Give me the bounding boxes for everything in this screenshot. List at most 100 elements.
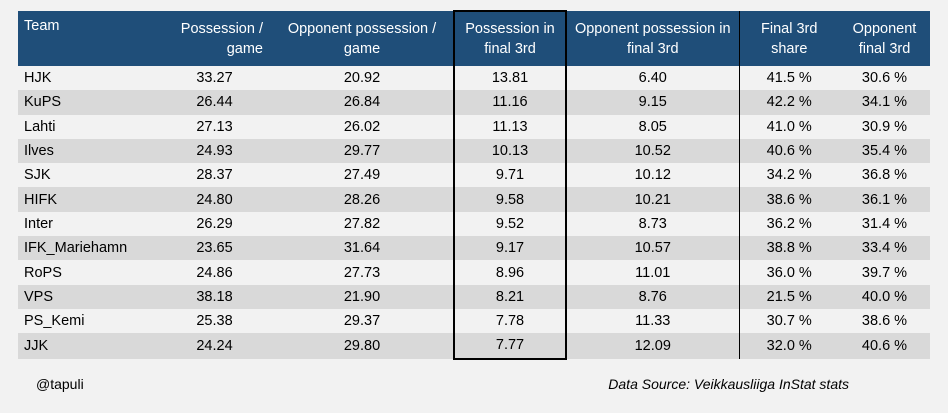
table-row: Ilves 24.93 29.77 10.13 10.52 40.6 % 35.4 % [18,138,930,164]
table-row: PS_Kemi 25.38 29.37 7.78 11.33 30.7 % 38.6 % [18,308,930,334]
poss-final3-cell: 9.71 [453,163,567,188]
poss-final3-cell: 10.13 [453,138,567,164]
opp-possession-cell: 29.80 [271,333,454,359]
header-opp-possession: Opponent possession / game [271,11,454,66]
possession-cell: 24.80 [158,187,271,212]
team-cell: PS_Kemi [18,308,158,334]
opp-poss-final3-cell: 8.05 [566,114,740,139]
opp-final3-cell: 31.4 % [839,211,930,237]
possession-cell: 38.18 [158,284,271,309]
data-source-note: Data Source: Veikkausliiga InStat stats [608,376,849,392]
opp-poss-final3-cell: 10.57 [566,236,740,261]
team-cell: HIFK [18,187,158,212]
opp-possession-cell: 27.82 [271,211,454,237]
header-poss-final3: Possession in final 3rd [453,10,567,66]
table-row: IFK_Mariehamn 23.65 31.64 9.17 10.57 38.8 % 33… [18,236,930,261]
team-cell: SJK [18,163,158,188]
opp-possession-cell: 29.37 [271,308,454,334]
opp-final3-cell: 34.1 % [839,90,930,115]
final3-share-cell: 36.0 % [739,260,839,285]
final3-share-cell: 41.5 % [739,66,839,91]
header-possession: Possession / game [158,11,271,66]
team-cell: Ilves [18,138,158,164]
opp-poss-final3-cell: 10.12 [566,163,740,188]
team-cell: VPS [18,284,158,309]
opp-possession-cell: 21.90 [271,284,454,309]
poss-final3-cell: 11.16 [453,90,567,115]
opp-final3-cell: 30.9 % [839,114,930,139]
header-final3-share: Final 3rd share [739,11,839,66]
team-cell: IFK_Mariehamn [18,236,158,261]
possession-cell: 33.27 [158,66,271,91]
team-cell: Lahti [18,114,158,139]
opp-poss-final3-cell: 11.33 [566,308,740,334]
poss-final3-cell: 9.17 [453,236,567,261]
possession-cell: 25.38 [158,308,271,334]
header-team: Team [18,11,158,66]
possession-cell: 26.44 [158,90,271,115]
opp-final3-cell: 40.0 % [839,284,930,309]
possession-cell: 26.29 [158,211,271,237]
table-header-row: Team Possession / game Opponent possessi… [18,10,930,66]
final3-share-cell: 30.7 % [739,308,839,334]
final3-share-cell: 40.6 % [739,138,839,164]
table-row: SJK 28.37 27.49 9.71 10.12 34.2 % 36.8 % [18,163,930,188]
final3-share-cell: 38.6 % [739,187,839,212]
opp-final3-cell: 39.7 % [839,260,930,285]
final3-share-cell: 42.2 % [739,90,839,115]
opp-poss-final3-cell: 8.73 [566,211,740,237]
opp-final3-cell: 38.6 % [839,308,930,334]
team-cell: KuPS [18,90,158,115]
table-body: HJK 33.27 20.92 13.81 6.40 41.5 % 30.6 % KuPS 26… [18,66,930,360]
opp-poss-final3-cell: 12.09 [566,333,740,359]
opp-poss-final3-cell: 6.40 [566,66,740,91]
opp-possession-cell: 26.02 [271,114,454,139]
poss-final3-cell: 9.58 [453,187,567,212]
opp-possession-cell: 28.26 [271,187,454,212]
opp-final3-cell: 36.1 % [839,187,930,212]
opp-possession-cell: 31.64 [271,236,454,261]
final3-share-cell: 32.0 % [739,333,839,359]
opp-poss-final3-cell: 10.21 [566,187,740,212]
possession-cell: 24.86 [158,260,271,285]
opp-final3-cell: 35.4 % [839,138,930,164]
author-handle: @tapuli [36,376,84,392]
poss-final3-cell: 8.21 [453,284,567,309]
final3-share-cell: 41.0 % [739,114,839,139]
final3-share-cell: 34.2 % [739,163,839,188]
poss-final3-cell: 7.77 [453,333,567,360]
opp-final3-cell: 40.6 % [839,333,930,359]
opp-possession-cell: 20.92 [271,66,454,91]
poss-final3-cell: 9.52 [453,211,567,237]
opp-possession-cell: 29.77 [271,138,454,164]
possession-cell: 24.24 [158,333,271,359]
poss-final3-cell: 13.81 [453,66,567,91]
opp-possession-cell: 27.73 [271,260,454,285]
final3-share-cell: 21.5 % [739,284,839,309]
opp-poss-final3-cell: 11.01 [566,260,740,285]
table-row: HIFK 24.80 28.26 9.58 10.21 38.6 % 36.1 % [18,187,930,212]
poss-final3-cell: 7.78 [453,308,567,334]
stats-table-container: Team Possession / game Opponent possessi… [18,10,930,360]
opp-poss-final3-cell: 9.15 [566,90,740,115]
header-opp-final3: Opponent final 3rd [839,11,930,66]
team-cell: Inter [18,211,158,237]
possession-cell: 27.13 [158,114,271,139]
table-row: VPS 38.18 21.90 8.21 8.76 21.5 % 40.0 % [18,284,930,309]
table-row: RoPS 24.86 27.73 8.96 11.01 36.0 % 39.7 % [18,260,930,285]
table-row: JJK 24.24 29.80 7.77 12.09 32.0 % 40.6 % [18,333,930,360]
possession-stats-table: Team Possession / game Opponent possessi… [18,10,930,360]
possession-cell: 23.65 [158,236,271,261]
table-row: Inter 26.29 27.82 9.52 8.73 36.2 % 31.4 % [18,211,930,237]
opp-final3-cell: 33.4 % [839,236,930,261]
team-cell: RoPS [18,260,158,285]
opp-final3-cell: 30.6 % [839,66,930,91]
opp-poss-final3-cell: 10.52 [566,138,740,164]
final3-share-cell: 36.2 % [739,211,839,237]
team-cell: HJK [18,66,158,91]
opp-final3-cell: 36.8 % [839,163,930,188]
opp-possession-cell: 26.84 [271,90,454,115]
table-row: Lahti 27.13 26.02 11.13 8.05 41.0 % 30.9 % [18,114,930,139]
header-opp-poss-final3: Opponent possession in final 3rd [566,11,740,66]
poss-final3-cell: 8.96 [453,260,567,285]
